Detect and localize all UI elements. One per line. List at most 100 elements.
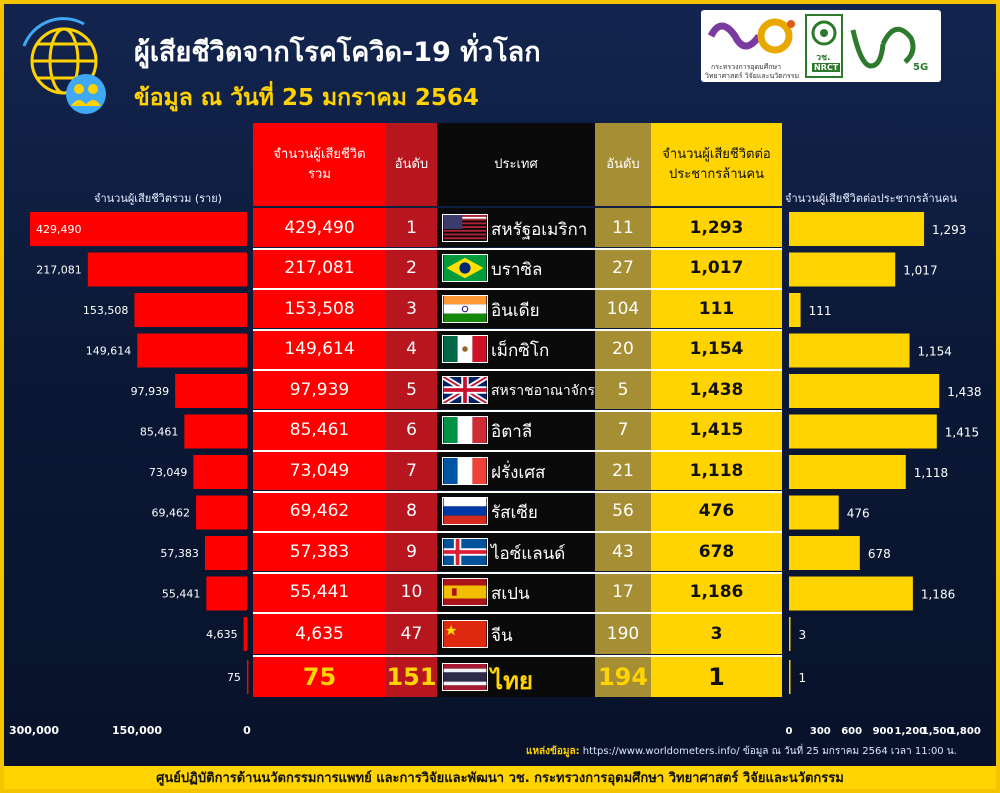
table-cell-rank: 47 xyxy=(386,613,437,654)
russia-flag xyxy=(442,497,488,525)
table-cell-total: 75 xyxy=(253,656,386,697)
table-cell-rank: 151 xyxy=(386,656,437,697)
table-cell-per-million: 1,438 xyxy=(651,370,782,409)
table-cell-rank: 3 xyxy=(386,289,437,328)
row-divider xyxy=(253,612,782,614)
table-cell-per-million: 1,293 xyxy=(651,208,782,247)
left-bar xyxy=(87,252,247,287)
table-cell-rank: 2 xyxy=(386,248,437,288)
right-axis-tick-label: 0 xyxy=(786,726,793,737)
table-cell-total: 73,049 xyxy=(253,451,386,490)
right-axis-tick-label: 900 xyxy=(873,726,894,737)
header-total: จำนวนผู้เสียชีวิต รวม xyxy=(253,123,386,206)
source-text: https://www.worldometers.info/ ข้อมูล ณ … xyxy=(579,746,957,757)
china-flag xyxy=(442,619,488,648)
table-cell-per-million: 1,118 xyxy=(651,451,782,490)
left-bar xyxy=(204,536,247,570)
left-bar xyxy=(184,414,247,449)
nrct-label: วช. xyxy=(816,53,831,63)
table-cell-rank-per-million: 194 xyxy=(595,656,651,697)
right-bar-value-label: 1,438 xyxy=(947,385,981,399)
table-cell-country-name: สเปน xyxy=(491,584,530,604)
left-bar xyxy=(206,576,247,611)
left-bar xyxy=(175,374,247,408)
uk-flag xyxy=(442,375,488,404)
row-divider xyxy=(253,288,782,290)
right-bar xyxy=(789,374,940,408)
table-cell-per-million: 1,154 xyxy=(651,329,782,369)
left-bar xyxy=(137,333,247,368)
right-bar-value-label: 1,415 xyxy=(945,426,979,440)
table-cell-rank: 6 xyxy=(386,410,437,450)
spain-flag xyxy=(442,578,488,606)
left-bar-value-label: 97,939 xyxy=(131,385,170,398)
right-axis-tick-label: 600 xyxy=(841,726,862,737)
table-cell-country-name: รัสเซีย xyxy=(491,503,538,523)
right-bar xyxy=(789,333,910,368)
g5-label: 5G xyxy=(913,62,929,73)
table-cell-country-name: จีน xyxy=(491,625,513,646)
header-country-text: ประเทศ xyxy=(494,156,538,172)
table-cell-rank-per-million: 56 xyxy=(595,491,651,531)
nrct-logo: วช. NRCT xyxy=(805,14,843,78)
table-cell-country-name: บราซิล xyxy=(491,260,543,280)
globe-people-icon xyxy=(22,17,106,114)
left-bar-value-label: 4,635 xyxy=(206,628,238,641)
table-cell-country-name: อินเดีย xyxy=(491,300,540,321)
right-axis-title: จำนวนผู้เสียชีวิตต่อประชากรล้านคน xyxy=(785,192,958,205)
right-bar xyxy=(789,660,791,694)
table-cell-total: 153,508 xyxy=(253,289,386,328)
india-flag xyxy=(442,294,488,323)
table-cell-rank-per-million: 43 xyxy=(595,532,651,571)
right-bar-value-label: 1 xyxy=(799,671,807,685)
table-cell-country-name: เม็กซิโก xyxy=(491,341,550,361)
table-cell-rank-per-million: 104 xyxy=(595,289,651,328)
table-cell-total: 69,462 xyxy=(253,491,386,531)
table-cell-per-million: 111 xyxy=(651,289,782,328)
left-bar xyxy=(30,212,247,246)
row-divider xyxy=(253,247,782,250)
table-cell-rank-per-million: 5 xyxy=(595,370,651,409)
source-note: แหล่งข้อมูล: https://www.worldometers.in… xyxy=(526,744,957,759)
right-bar-value-label: 678 xyxy=(868,547,891,561)
table-cell-rank: 7 xyxy=(386,451,437,490)
header-rank-per-million: อันดับ xyxy=(595,123,651,206)
table-cell-rank-per-million: 7 xyxy=(595,410,651,450)
table-cell-total: 429,490 xyxy=(253,208,386,247)
row-divider xyxy=(253,409,782,412)
iceland-flag xyxy=(442,537,488,566)
table-cell-per-million: 1 xyxy=(651,656,782,697)
table-cell-rank: 9 xyxy=(386,532,437,571)
left-axis-title: จำนวนผู้เสียชีวิตรวม (ราย) xyxy=(94,192,222,205)
right-axis-tick-label: 1,800 xyxy=(949,726,981,737)
left-bar-value-label: 85,461 xyxy=(140,426,179,439)
table-cell-total: 4,635 xyxy=(253,613,386,654)
right-axis-tick-label: 1,200 xyxy=(895,726,927,737)
table-cell-total: 55,441 xyxy=(253,572,386,612)
row-divider xyxy=(253,328,782,331)
table-cell-rank: 1 xyxy=(386,208,437,247)
left-bar-value-label: 55,441 xyxy=(162,588,201,601)
header-rank-total: อันดับ xyxy=(386,123,437,206)
left-bar-value-label: 57,383 xyxy=(160,547,199,560)
table-cell-per-million: 678 xyxy=(651,532,782,571)
row-divider xyxy=(253,490,782,493)
logos-panel: กระทรวงการอุดมศึกษา วิทยาศาสตร์ วิจัยและ… xyxy=(701,10,941,82)
table-cell-per-million: 1,415 xyxy=(651,410,782,450)
table-cell-per-million: 476 xyxy=(651,491,782,531)
header-rank-total-text: อันดับ xyxy=(394,156,429,172)
table-cell-rank-per-million: 190 xyxy=(595,613,651,654)
table-cell-per-million: 1,017 xyxy=(651,248,782,288)
table-cell-total: 217,081 xyxy=(253,248,386,288)
table-cell-country-name: ไทย xyxy=(491,666,533,695)
right-bar-value-label: 111 xyxy=(809,304,832,318)
brazil-flag xyxy=(442,254,488,282)
left-axis-tick-label: 300,000 xyxy=(9,724,59,737)
table-cell-rank: 8 xyxy=(386,491,437,531)
right-bar xyxy=(789,212,925,246)
right-bar-value-label: 3 xyxy=(799,628,807,642)
left-bar-value-label: 75 xyxy=(227,671,241,684)
row-divider xyxy=(253,531,782,533)
source-label: แหล่งข้อมูล: xyxy=(526,746,580,757)
left-bar-value-label: 153,508 xyxy=(83,304,129,317)
